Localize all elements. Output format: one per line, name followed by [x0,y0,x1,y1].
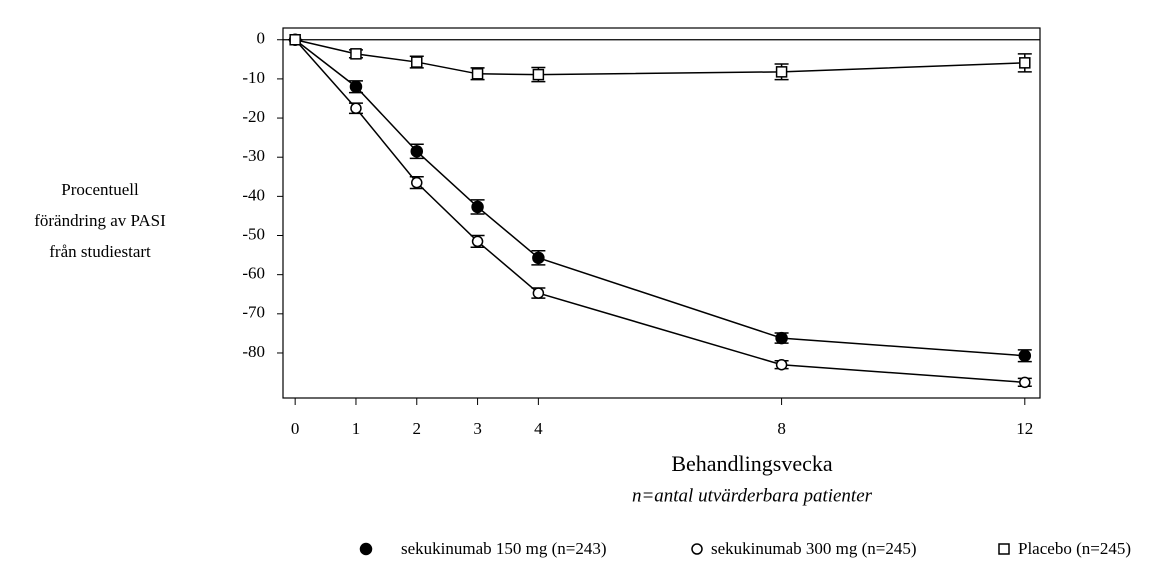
marker [471,68,484,80]
legend-label: Placebo (n=245) [1018,539,1131,558]
y-tick-label: -60 [242,264,265,283]
legend-label: sekukinumab 150 mg (n=243) [401,539,607,558]
x-axis-note: n=antal utvärderbara patienter [632,485,873,506]
marker [411,56,423,68]
legend-label: sekukinumab 300 mg (n=245) [711,539,917,558]
marker [775,358,788,371]
x-tick-label: 2 [413,419,422,438]
x-tick-label: 3 [473,419,482,438]
legend-marker [359,542,373,556]
series-line [294,39,1025,76]
y-axis-label: Procentuell [61,180,139,199]
y-tick-label: -50 [242,224,265,243]
marker [350,102,362,115]
marker [471,200,484,214]
marker [349,80,363,93]
x-tick-label: 0 [291,419,300,438]
y-axis-label: förändring av PASI [34,211,166,230]
legend-marker [998,543,1010,555]
y-tick-label: -20 [242,107,265,126]
marker [411,176,423,189]
legend-marker [691,543,703,555]
y-tick-label: 0 [257,29,266,48]
x-axis-label: Behandlingsvecka [671,451,833,476]
marker [350,48,362,60]
marker [775,66,788,78]
marker [1019,376,1031,389]
marker [532,68,545,81]
marker [1019,57,1031,69]
marker [471,235,484,248]
x-tick-label: 8 [777,419,786,438]
y-axis-label: från studiestart [49,242,151,261]
marker [532,287,545,299]
marker [289,33,301,46]
series-line [294,39,1025,357]
marker [775,331,788,345]
plot-frame [282,27,1041,399]
x-tick-label: 1 [352,419,361,438]
marker [1018,349,1032,362]
y-tick-label: -40 [242,185,265,204]
y-tick-label: -70 [242,303,265,322]
y-tick-label: -30 [242,146,265,165]
y-tick-label: -80 [242,342,265,361]
x-tick-label: 12 [1016,419,1033,438]
marker [532,251,545,265]
series-line [294,39,1025,384]
y-tick-label: -10 [242,68,265,87]
x-tick-label: 4 [534,419,543,438]
marker [410,145,424,158]
